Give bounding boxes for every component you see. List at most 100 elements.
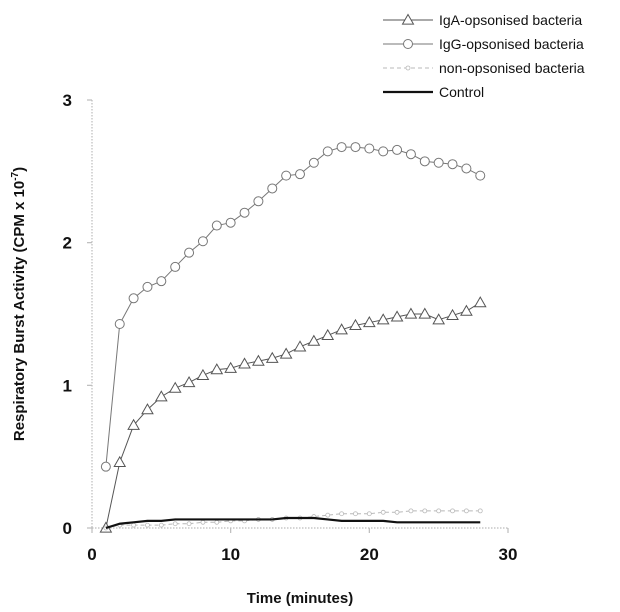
series-line xyxy=(105,516,481,530)
series-non-opsonised-bacteria xyxy=(103,508,483,531)
data-point xyxy=(252,354,265,366)
data-point xyxy=(225,217,236,228)
data-point xyxy=(339,511,345,517)
data-point xyxy=(200,519,206,525)
y-tick-label: 3 xyxy=(63,91,72,110)
series-iga-opsonised-bacteria xyxy=(99,296,487,533)
data-point xyxy=(295,169,305,180)
legend-marker xyxy=(405,65,411,71)
data-point xyxy=(158,522,164,528)
data-point xyxy=(450,508,455,514)
y-axis-title-end: ) xyxy=(11,167,28,172)
data-point xyxy=(353,511,358,517)
data-point xyxy=(418,307,432,319)
data-point xyxy=(404,307,418,319)
data-point xyxy=(142,281,153,292)
data-point xyxy=(463,508,469,514)
data-point xyxy=(186,521,192,527)
data-point xyxy=(154,390,168,402)
data-point xyxy=(394,509,400,515)
data-point xyxy=(239,207,250,218)
data-point xyxy=(281,170,292,181)
series-layer xyxy=(99,142,487,533)
data-point xyxy=(390,310,404,322)
data-point xyxy=(408,508,414,514)
legend-label: Control xyxy=(439,84,484,100)
data-point xyxy=(378,146,389,157)
data-point xyxy=(325,512,331,518)
data-point xyxy=(366,511,372,517)
x-tick-label: 20 xyxy=(360,545,379,564)
legend-item: non-opsonised bacteria xyxy=(383,60,585,76)
legend-label: IgG-opsonised bacteria xyxy=(439,36,584,52)
data-point xyxy=(461,163,472,174)
data-point xyxy=(322,146,333,157)
data-point xyxy=(422,508,428,514)
data-point xyxy=(364,143,375,154)
legend-label: non-opsonised bacteria xyxy=(439,60,585,76)
data-point xyxy=(473,296,487,308)
legend-marker xyxy=(401,13,415,25)
data-point xyxy=(433,157,444,168)
y-tick-label: 2 xyxy=(63,234,72,253)
data-point xyxy=(114,318,125,329)
data-point xyxy=(113,455,127,467)
series-control xyxy=(105,516,481,530)
data-point xyxy=(336,142,347,153)
data-point xyxy=(210,363,224,375)
data-point xyxy=(432,313,446,325)
data-point xyxy=(184,247,195,258)
data-point xyxy=(321,328,335,341)
series-igg-opsonised-bacteria xyxy=(100,142,486,472)
data-point xyxy=(182,375,196,388)
data-point xyxy=(436,508,442,514)
data-point xyxy=(141,403,154,415)
data-point xyxy=(128,293,139,304)
legend-marker xyxy=(403,39,413,49)
data-point xyxy=(196,368,210,380)
data-point xyxy=(131,522,137,528)
data-point xyxy=(460,304,473,316)
legend-item: Control xyxy=(383,84,484,100)
legend-item: IgA-opsonised bacteria xyxy=(383,12,582,28)
data-point xyxy=(447,159,458,170)
legend: IgA-opsonised bacteria IgG-opsonised bact… xyxy=(383,12,585,100)
y-tick-label: 0 xyxy=(63,519,72,538)
data-point xyxy=(197,236,208,247)
data-point xyxy=(446,308,459,321)
data-point xyxy=(392,144,403,155)
data-point xyxy=(335,323,348,335)
y-axis-title-superscript: -7 xyxy=(10,171,21,180)
data-point xyxy=(170,261,181,272)
data-point xyxy=(238,357,251,369)
data-point xyxy=(224,361,238,373)
legend-item: IgG-opsonised bacteria xyxy=(383,36,584,52)
data-point xyxy=(265,351,279,363)
data-point xyxy=(419,156,430,167)
data-point xyxy=(100,461,111,472)
y-axis-title-main: Respiratory Burst Activity (CPM x 10 xyxy=(11,181,28,441)
data-point xyxy=(168,381,182,393)
x-tick-label: 0 xyxy=(87,545,96,564)
data-point xyxy=(293,340,307,352)
data-point xyxy=(279,347,293,359)
data-point xyxy=(156,276,167,287)
data-point xyxy=(405,149,416,160)
series-line xyxy=(105,302,481,529)
data-point xyxy=(307,334,321,346)
y-axis-title: Respiratory Burst Activity (CPM x 10-7) xyxy=(10,167,28,441)
data-point xyxy=(214,519,220,525)
legend-label: IgA-opsonised bacteria xyxy=(439,12,582,28)
axes xyxy=(91,100,508,529)
data-point xyxy=(475,170,486,181)
data-point xyxy=(127,418,140,430)
data-point xyxy=(362,316,376,328)
data-point xyxy=(350,142,361,153)
data-point xyxy=(145,522,150,528)
data-point xyxy=(380,509,386,515)
data-point xyxy=(267,183,278,194)
data-point xyxy=(308,157,319,168)
data-point xyxy=(172,521,178,527)
